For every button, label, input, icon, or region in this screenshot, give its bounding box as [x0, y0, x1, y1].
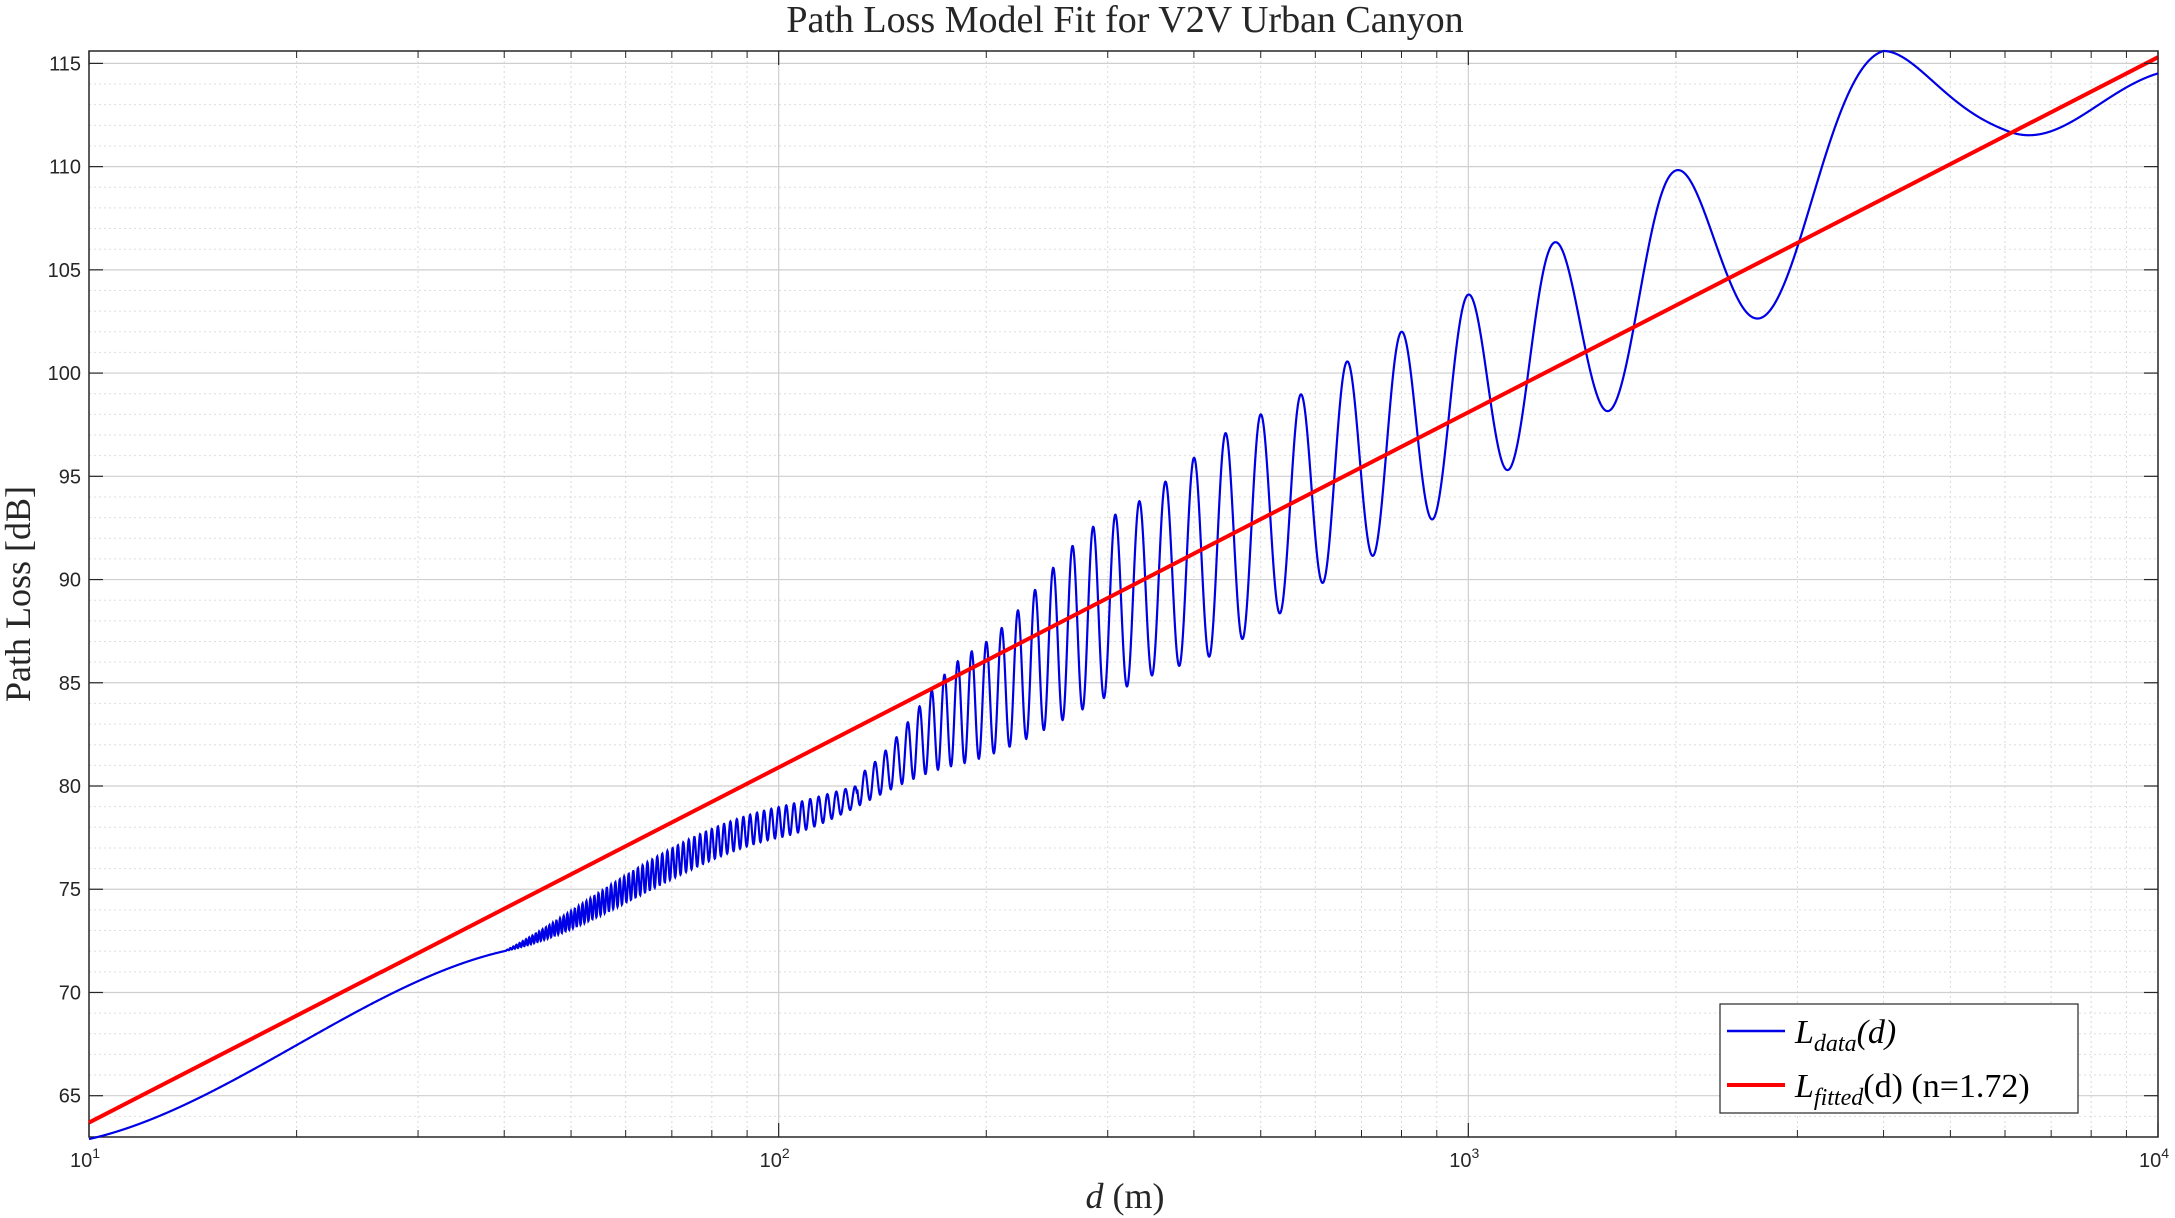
series-line-data [88, 49, 2159, 1141]
legend-entry-data: Ldata(d) [1794, 1014, 1896, 1057]
axes-frame [88, 50, 2159, 1138]
x-axis-label: d (m) [1086, 1176, 1165, 1216]
y-tick-label: 65 [59, 1086, 81, 1108]
y-tick-label: 80 [59, 776, 81, 798]
x-tick-label: 104 [2139, 1145, 2169, 1172]
legend: Ldata(d) Lfitted(d) (n=1.72) [1719, 1003, 2079, 1114]
y-tick-label: 75 [59, 879, 81, 901]
x-tick-label: 103 [1449, 1145, 1479, 1172]
grid-lines [89, 51, 2158, 1137]
y-axis-label: Path Loss [dB] [0, 486, 38, 702]
chart-title: Path Loss Model Fit for V2V Urban Canyon [786, 0, 1463, 41]
y-tick-label: 85 [59, 673, 81, 695]
x-axis-label-var: d [1086, 1176, 1105, 1216]
series-line-fitted [88, 55, 2159, 1125]
y-tick-label: 115 [49, 53, 81, 75]
y-tick-label: 90 [59, 570, 81, 592]
x-axis-label-unit: (m) [1104, 1176, 1165, 1216]
axis-ticks: 101 102 103 104 65 70 75 80 85 90 95 100 105 110 115 [48, 51, 2169, 1172]
x-tick-label: 101 [70, 1145, 100, 1172]
y-tick-label: 105 [48, 260, 81, 282]
legend-entry-fitted: Lfitted(d) (n=1.72) [1794, 1068, 2030, 1111]
y-tick-label: 110 [49, 157, 81, 179]
x-tick-label: 102 [760, 1145, 790, 1172]
y-tick-label: 95 [59, 466, 81, 488]
legend-box [1719, 1003, 2079, 1114]
y-tick-label: 100 [48, 363, 81, 385]
plot-area [88, 49, 2159, 1141]
y-tick-label: 70 [59, 982, 81, 1004]
